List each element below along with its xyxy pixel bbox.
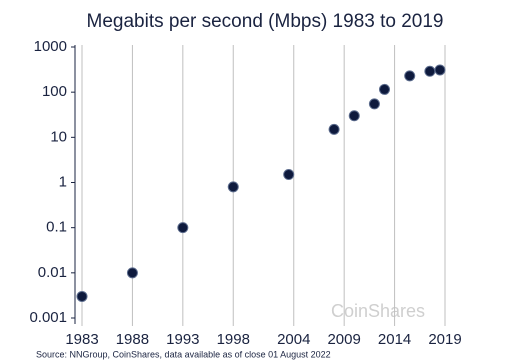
x-tick-label: 1983 <box>65 331 98 348</box>
data-point <box>434 64 446 76</box>
x-tick-label: 2019 <box>428 331 461 348</box>
x-tick-label: 2009 <box>327 331 360 348</box>
y-tick-label: 0.1 <box>46 219 67 236</box>
data-point <box>126 267 138 279</box>
data-point <box>379 83 390 95</box>
source-note: Source: NNGroup, CoinShares, data availa… <box>36 349 331 359</box>
x-tick-label: 2004 <box>277 331 310 348</box>
data-point <box>368 98 380 110</box>
y-tick-label: 0.001 <box>29 309 67 326</box>
data-point <box>76 290 88 302</box>
data-point <box>424 65 436 77</box>
data-point <box>283 169 295 181</box>
data-point <box>177 222 189 234</box>
y-tick-label: 100 <box>42 83 67 100</box>
watermark: CoinShares <box>331 301 425 321</box>
data-point <box>348 110 360 122</box>
x-tick-label: 1998 <box>217 331 250 348</box>
data-point <box>227 181 239 193</box>
x-tick-label: 1988 <box>116 331 149 348</box>
data-point <box>328 123 340 135</box>
x-tick-label: 1993 <box>166 331 199 348</box>
y-tick-label: 0.01 <box>38 264 67 281</box>
x-tick-label: 2014 <box>378 331 411 348</box>
chart-title: Megabits per second (Mbps) 1983 to 2019 <box>87 11 444 32</box>
y-tick-label: 1000 <box>34 38 67 55</box>
y-tick-label: 10 <box>50 128 67 145</box>
data-point <box>404 70 416 82</box>
y-tick-label: 1 <box>59 173 67 190</box>
